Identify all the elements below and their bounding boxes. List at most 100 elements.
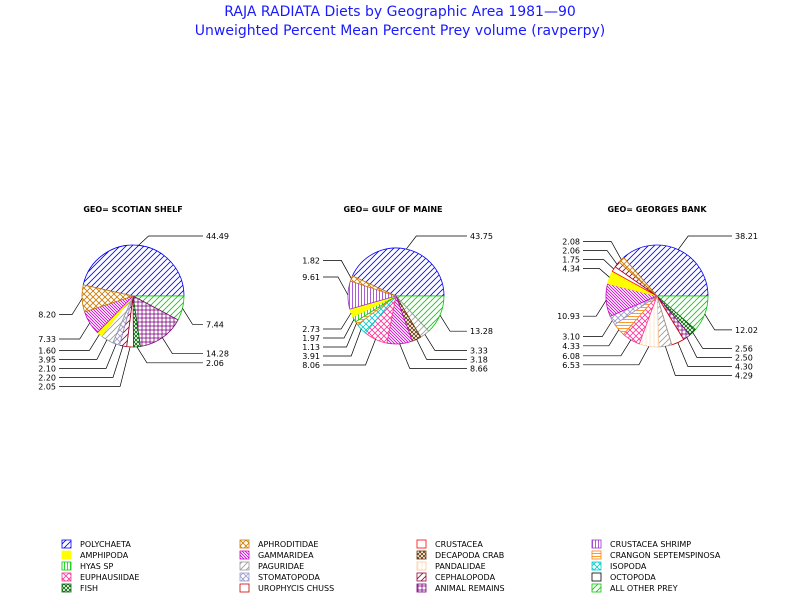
slice-value-label: 4.33	[562, 342, 580, 351]
leader-line	[323, 323, 357, 348]
slice-value-label: 3.95	[38, 355, 56, 364]
leader-line	[583, 300, 607, 317]
slice-value-label: 3.10	[562, 332, 580, 341]
legend-label: CRANGON SEPTEMSPINOSA	[610, 551, 721, 560]
slice-value-label: 4.30	[735, 362, 753, 371]
leader-line	[59, 322, 90, 340]
slice-value-label: 43.75	[470, 232, 493, 241]
leader-line	[323, 328, 362, 357]
slice-value-label: 12.02	[735, 326, 758, 335]
legend-swatch	[416, 550, 427, 560]
legend-swatch	[591, 550, 602, 560]
legend-label: STOMATOPODA	[258, 573, 320, 582]
legend-label: CEPHALOPODA	[435, 573, 496, 582]
leader-line	[424, 334, 467, 351]
leader-line	[583, 241, 622, 260]
slice-value-label: 38.21	[735, 232, 758, 241]
legend-item-gammaridea: GAMMARIDEA	[239, 550, 314, 560]
slice-value-label: 7.44	[206, 320, 224, 329]
legend-label: HYAS SP	[80, 562, 113, 571]
slice-value-label: 9.61	[302, 273, 320, 282]
legend-swatch	[61, 583, 72, 593]
leader-line	[59, 339, 108, 360]
pie-slice-aphroditidae	[349, 275, 397, 297]
legend-swatch	[591, 583, 602, 593]
leader-line	[138, 235, 203, 246]
slice-value-label: 10.93	[557, 312, 580, 321]
slice-value-label: 4.34	[562, 265, 580, 274]
legend-swatch	[239, 583, 250, 593]
legend-label: FISH	[80, 584, 98, 593]
leader-line	[677, 342, 732, 367]
leader-line	[583, 268, 610, 278]
legend-swatch	[239, 539, 250, 549]
legend-item-crustacea: CRUSTACEA	[416, 539, 483, 549]
slice-value-label: 2.10	[38, 364, 56, 373]
pie-slice-polychaeta	[82, 244, 185, 297]
slice-value-label: 3.18	[470, 355, 488, 364]
legend-swatch	[61, 550, 72, 560]
legend-item-euphausiidae: EUPHAUSIIDAE	[61, 572, 139, 582]
legend: POLYCHAETA APHRODITIDAE CRUSTACEA CRUSTACEA…	[61, 539, 721, 593]
slice-value-label: 2.20	[38, 373, 56, 382]
leader-line	[323, 312, 352, 330]
legend-label: PANDALIDAE	[435, 562, 486, 571]
leader-line	[399, 343, 467, 369]
pie-georges-bank: GEO= GEORGES BANK38.2112.022.562.504.304…	[557, 205, 758, 380]
leader-line	[59, 334, 100, 351]
legend-swatch	[61, 539, 72, 549]
leader-line	[182, 308, 203, 325]
leader-line	[323, 339, 376, 366]
slice-value-label: 6.53	[562, 361, 580, 370]
slice-value-label: 2.08	[562, 238, 580, 247]
leader-line	[583, 250, 618, 265]
legend-item-octopoda: OCTOPODA	[591, 572, 656, 582]
legend-item-aphroditidae: APHRODITIDAE	[239, 539, 318, 549]
legend-item-crangon-septemspinosa: CRANGON SEPTEMSPINOSA	[591, 550, 721, 560]
slice-value-label: 8.66	[470, 364, 488, 373]
legend-label: DECAPODA CRAB	[435, 551, 504, 560]
pie-geo-label: GEO= GEORGES BANK	[607, 205, 707, 214]
pie-geo-label: GEO= GULF OF MAINE	[343, 205, 442, 214]
legend-swatch	[61, 561, 72, 571]
slice-value-label: 14.28	[206, 350, 229, 359]
slice-value-label: 1.60	[38, 346, 56, 355]
leader-line	[136, 346, 203, 364]
pie-gulf-of-maine: GEO= GULF OF MAINE 43.75 13.28 3.333.188.66…	[302, 205, 493, 373]
leader-line	[704, 313, 732, 331]
slice-value-label: 3.33	[470, 346, 488, 355]
leader-line	[677, 235, 732, 250]
slice-value-label: 2.73	[302, 325, 320, 334]
legend-label: PAGURIDAE	[258, 562, 304, 571]
slice-value-label: 2.06	[206, 359, 224, 368]
slice-value-label: 44.49	[206, 232, 229, 241]
slice-value-label: 1.97	[302, 334, 320, 343]
legend-swatch	[416, 561, 427, 571]
chart-subtitle: Unweighted Percent Mean Percent Prey vol…	[194, 23, 606, 39]
legend-item-isopoda: ISOPODA	[591, 561, 647, 571]
leader-line	[583, 339, 632, 357]
slice-value-label: 6.08	[562, 352, 580, 361]
legend-swatch	[416, 572, 427, 582]
leader-line	[416, 339, 467, 360]
slice-value-label: 4.29	[735, 371, 753, 380]
leader-line	[583, 329, 620, 347]
leader-line	[59, 298, 83, 315]
legend-label: ANIMAL REMAINS	[435, 584, 505, 593]
leader-line	[59, 345, 124, 378]
slice-value-label: 8.06	[302, 361, 320, 370]
legend-item-polychaeta: POLYCHAETA	[61, 539, 131, 549]
slice-value-label: 13.28	[470, 327, 493, 336]
legend-label: EUPHAUSIIDAE	[80, 573, 139, 582]
legend-label: CRUSTACEA SHRIMP	[610, 540, 691, 549]
legend-swatch	[416, 539, 427, 549]
legend-label: APHRODITIDAE	[258, 540, 318, 549]
legend-item-stomatopoda: STOMATOPODA	[239, 572, 320, 582]
leader-line	[323, 260, 352, 279]
leader-line	[692, 332, 732, 349]
legend-swatch	[239, 550, 250, 560]
legend-label: CRUSTACEA	[435, 540, 483, 549]
leader-line	[323, 276, 349, 296]
leader-line	[686, 337, 732, 358]
